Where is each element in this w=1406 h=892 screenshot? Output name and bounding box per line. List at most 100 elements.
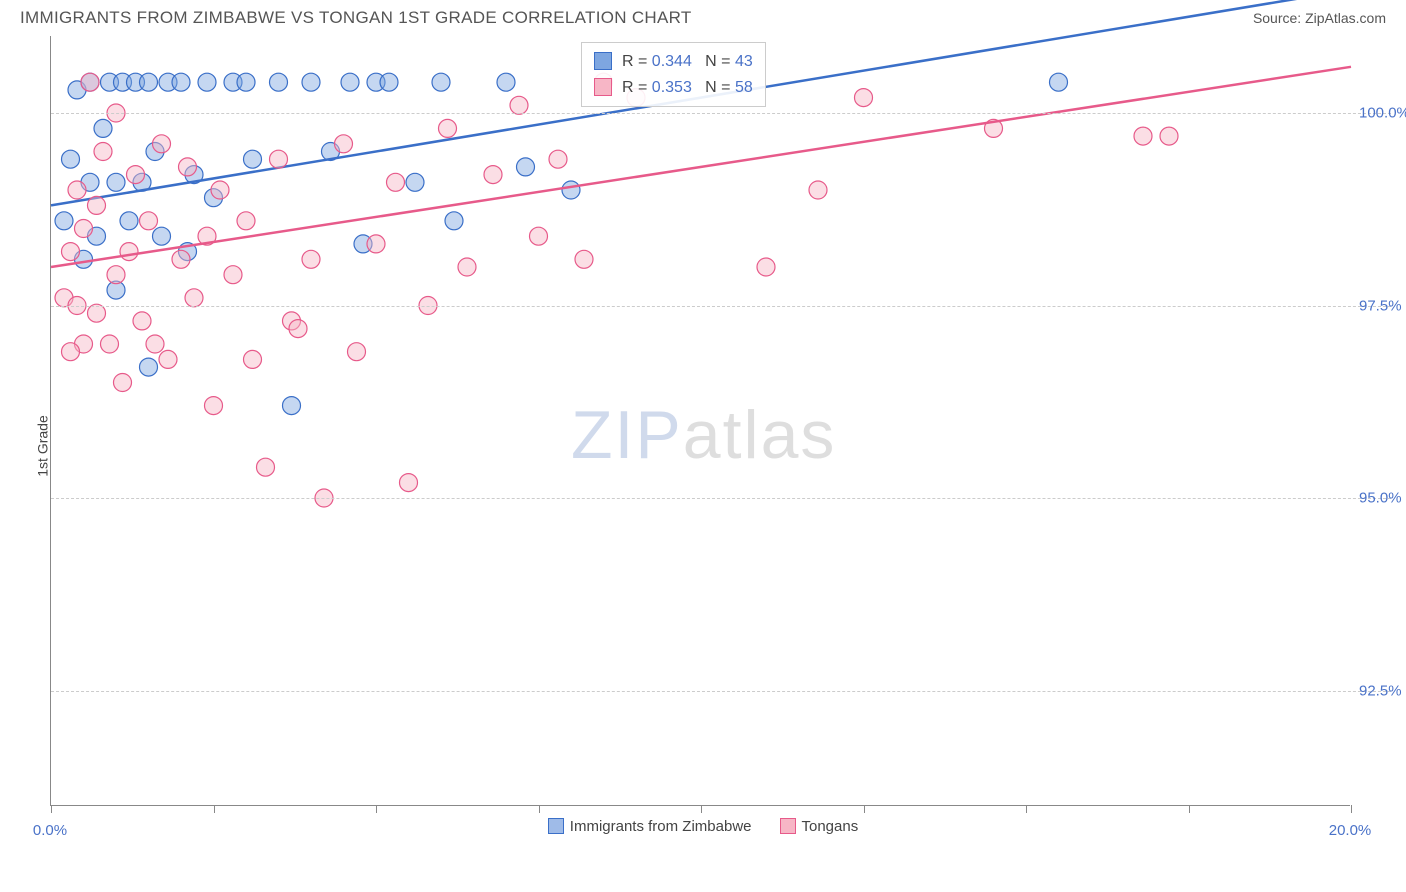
data-point	[348, 343, 366, 361]
y-tick-label: 100.0%	[1359, 105, 1406, 122]
data-point	[146, 335, 164, 353]
x-tick	[1026, 805, 1027, 813]
chart-area: R = 0.344 N = 43R = 0.353 N = 58 ZIPatla…	[50, 36, 1350, 806]
data-point	[302, 73, 320, 91]
data-point	[198, 73, 216, 91]
data-point	[367, 235, 385, 253]
x-tick	[539, 805, 540, 813]
data-point	[81, 73, 99, 91]
data-point	[107, 173, 125, 191]
data-point	[88, 196, 106, 214]
data-point	[270, 150, 288, 168]
chart-title: IMMIGRANTS FROM ZIMBABWE VS TONGAN 1ST G…	[20, 8, 692, 28]
source-label: Source: ZipAtlas.com	[1253, 10, 1386, 26]
legend-label: Immigrants from Zimbabwe	[570, 818, 752, 835]
n-value: 43	[735, 53, 753, 70]
correlation-stat-box: R = 0.344 N = 43R = 0.353 N = 58	[581, 42, 766, 107]
data-point	[140, 358, 158, 376]
x-tick	[51, 805, 52, 813]
data-point	[55, 212, 73, 230]
data-point	[341, 73, 359, 91]
data-point	[62, 150, 80, 168]
data-point	[153, 135, 171, 153]
data-point	[1160, 127, 1178, 145]
legend-swatch	[594, 52, 612, 70]
data-point	[530, 227, 548, 245]
data-point	[94, 119, 112, 137]
data-point	[244, 350, 262, 368]
legend-swatch	[548, 818, 564, 834]
data-point	[205, 397, 223, 415]
data-point	[172, 73, 190, 91]
data-point	[283, 397, 301, 415]
n-value: 58	[735, 79, 753, 96]
data-point	[153, 227, 171, 245]
stat-row: R = 0.344 N = 43	[594, 49, 753, 75]
data-point	[458, 258, 476, 276]
data-point	[114, 374, 132, 392]
data-point	[289, 320, 307, 338]
gridline	[51, 306, 1391, 307]
data-point	[94, 143, 112, 161]
data-point	[549, 150, 567, 168]
data-point	[855, 89, 873, 107]
gridline	[51, 691, 1391, 692]
data-point	[510, 96, 528, 114]
y-axis-label: 1st Grade	[35, 415, 51, 476]
x-tick	[701, 805, 702, 813]
data-point	[68, 181, 86, 199]
legend-bottom: Immigrants from Zimbabwe Tongans	[0, 818, 1406, 835]
legend-item: Immigrants from Zimbabwe	[548, 818, 752, 835]
data-point	[101, 335, 119, 353]
x-tick	[864, 805, 865, 813]
y-tick-label: 92.5%	[1359, 682, 1402, 699]
data-point	[140, 73, 158, 91]
data-point	[380, 73, 398, 91]
data-point	[62, 343, 80, 361]
data-point	[120, 212, 138, 230]
gridline	[51, 113, 1391, 114]
data-point	[575, 250, 593, 268]
data-point	[432, 73, 450, 91]
legend-label: Tongans	[802, 818, 859, 835]
data-point	[562, 181, 580, 199]
data-point	[244, 150, 262, 168]
data-point	[140, 212, 158, 230]
data-point	[406, 173, 424, 191]
r-value: 0.344	[652, 53, 692, 70]
data-point	[120, 243, 138, 261]
r-value: 0.353	[652, 79, 692, 96]
x-tick	[214, 805, 215, 813]
data-point	[1134, 127, 1152, 145]
data-point	[62, 243, 80, 261]
x-tick	[1189, 805, 1190, 813]
y-tick-label: 97.5%	[1359, 297, 1402, 314]
data-point	[757, 258, 775, 276]
data-point	[107, 266, 125, 284]
data-point	[439, 119, 457, 137]
data-point	[211, 181, 229, 199]
data-point	[75, 220, 93, 238]
legend-swatch	[780, 818, 796, 834]
legend-item: Tongans	[780, 818, 859, 835]
data-point	[400, 474, 418, 492]
data-point	[302, 250, 320, 268]
data-point	[88, 304, 106, 322]
data-point	[497, 73, 515, 91]
data-point	[484, 166, 502, 184]
legend-swatch	[594, 78, 612, 96]
y-tick-label: 95.0%	[1359, 490, 1402, 507]
data-point	[224, 266, 242, 284]
data-point	[517, 158, 535, 176]
data-point	[257, 458, 275, 476]
data-point	[172, 250, 190, 268]
data-point	[159, 350, 177, 368]
data-point	[179, 158, 197, 176]
stat-row: R = 0.353 N = 58	[594, 75, 753, 101]
data-point	[133, 312, 151, 330]
x-tick	[376, 805, 377, 813]
data-point	[387, 173, 405, 191]
gridline	[51, 498, 1391, 499]
data-point	[237, 212, 255, 230]
data-point	[127, 166, 145, 184]
